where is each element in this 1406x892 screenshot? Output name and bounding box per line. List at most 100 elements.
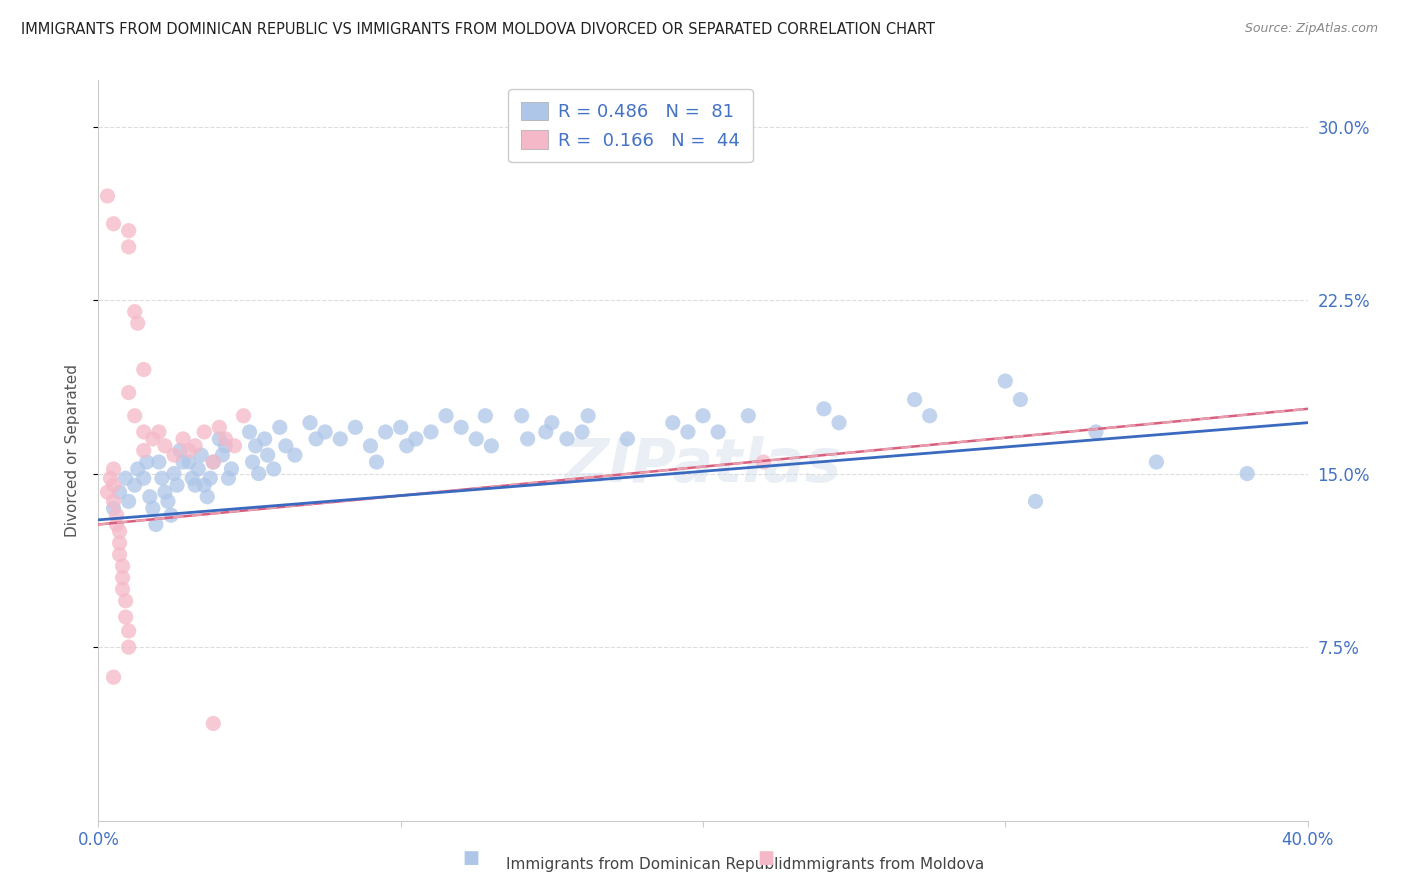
Point <box>148 425 170 439</box>
Point <box>132 443 155 458</box>
Point <box>224 439 246 453</box>
Point <box>239 425 262 439</box>
Point <box>481 439 503 453</box>
Point <box>163 448 186 462</box>
Point <box>118 385 141 400</box>
Point <box>217 471 239 485</box>
Point <box>1085 425 1108 439</box>
Point <box>692 409 714 423</box>
Point <box>208 420 231 434</box>
Point <box>465 432 488 446</box>
Point <box>105 517 128 532</box>
Point <box>103 501 125 516</box>
Point <box>108 536 131 550</box>
Point <box>150 471 173 485</box>
Point <box>195 490 218 504</box>
Point <box>163 467 186 481</box>
Point <box>184 478 207 492</box>
Point <box>105 508 128 523</box>
Point <box>1024 494 1046 508</box>
Point <box>305 432 328 446</box>
Point <box>118 224 141 238</box>
Point <box>172 455 194 469</box>
Point <box>193 478 215 492</box>
Point <box>247 467 270 481</box>
Point <box>474 409 496 423</box>
Point <box>661 416 683 430</box>
Point <box>1010 392 1032 407</box>
Point <box>135 455 157 469</box>
Point <box>360 439 382 453</box>
Point <box>263 462 285 476</box>
Text: ■: ■ <box>463 849 479 867</box>
Point <box>540 416 562 430</box>
Point <box>389 420 412 434</box>
Point <box>314 425 336 439</box>
Point <box>169 443 191 458</box>
Point <box>103 478 125 492</box>
Point <box>269 420 291 434</box>
Point <box>114 471 136 485</box>
Point <box>132 425 155 439</box>
Point <box>172 432 194 446</box>
Point <box>142 432 165 446</box>
Point <box>395 439 418 453</box>
Point <box>434 409 457 423</box>
Point <box>108 485 131 500</box>
Point <box>299 416 322 430</box>
Point <box>142 501 165 516</box>
Point <box>555 432 578 446</box>
Point <box>200 471 222 485</box>
Point <box>103 670 125 684</box>
Point <box>139 490 162 504</box>
Point <box>124 409 146 423</box>
Text: IMMIGRANTS FROM DOMINICAN REPUBLIC VS IMMIGRANTS FROM MOLDOVA DIVORCED OR SEPARA: IMMIGRANTS FROM DOMINICAN REPUBLIC VS IM… <box>21 22 935 37</box>
Point <box>153 439 176 453</box>
Point <box>510 409 533 423</box>
Point <box>114 610 136 624</box>
Point <box>179 443 201 458</box>
Text: Immigrants from Moldova: Immigrants from Moldova <box>787 857 984 872</box>
Point <box>918 409 941 423</box>
Point <box>1236 467 1258 481</box>
Point <box>232 409 254 423</box>
Point <box>160 508 183 523</box>
Point <box>366 455 388 469</box>
Point <box>344 420 367 434</box>
Point <box>274 439 297 453</box>
Point <box>108 548 131 562</box>
Point <box>616 432 638 446</box>
Point <box>676 425 699 439</box>
Point <box>190 448 212 462</box>
Y-axis label: Divorced or Separated: Divorced or Separated <box>65 364 80 537</box>
Point <box>242 455 264 469</box>
Point <box>103 217 125 231</box>
Point <box>118 640 141 654</box>
Point <box>221 462 243 476</box>
Point <box>193 425 215 439</box>
Point <box>1144 455 1167 469</box>
Point <box>253 432 276 446</box>
Point <box>100 471 122 485</box>
Point <box>124 304 146 318</box>
Legend: R = 0.486   N =  81, R =  0.166   N =  44: R = 0.486 N = 81, R = 0.166 N = 44 <box>508 89 754 162</box>
Point <box>374 425 396 439</box>
Point <box>114 594 136 608</box>
Text: ■: ■ <box>758 849 775 867</box>
Point <box>181 471 204 485</box>
Point <box>108 524 131 539</box>
Point <box>127 462 149 476</box>
Point <box>828 416 851 430</box>
Point <box>179 455 201 469</box>
Point <box>576 409 599 423</box>
Text: Immigrants from Dominican Republic: Immigrants from Dominican Republic <box>506 857 792 872</box>
Point <box>737 409 759 423</box>
Point <box>111 582 134 597</box>
Point <box>145 517 167 532</box>
Point <box>202 455 225 469</box>
Point <box>132 362 155 376</box>
Point <box>118 624 141 638</box>
Text: Source: ZipAtlas.com: Source: ZipAtlas.com <box>1244 22 1378 36</box>
Point <box>202 716 225 731</box>
Point <box>994 374 1017 388</box>
